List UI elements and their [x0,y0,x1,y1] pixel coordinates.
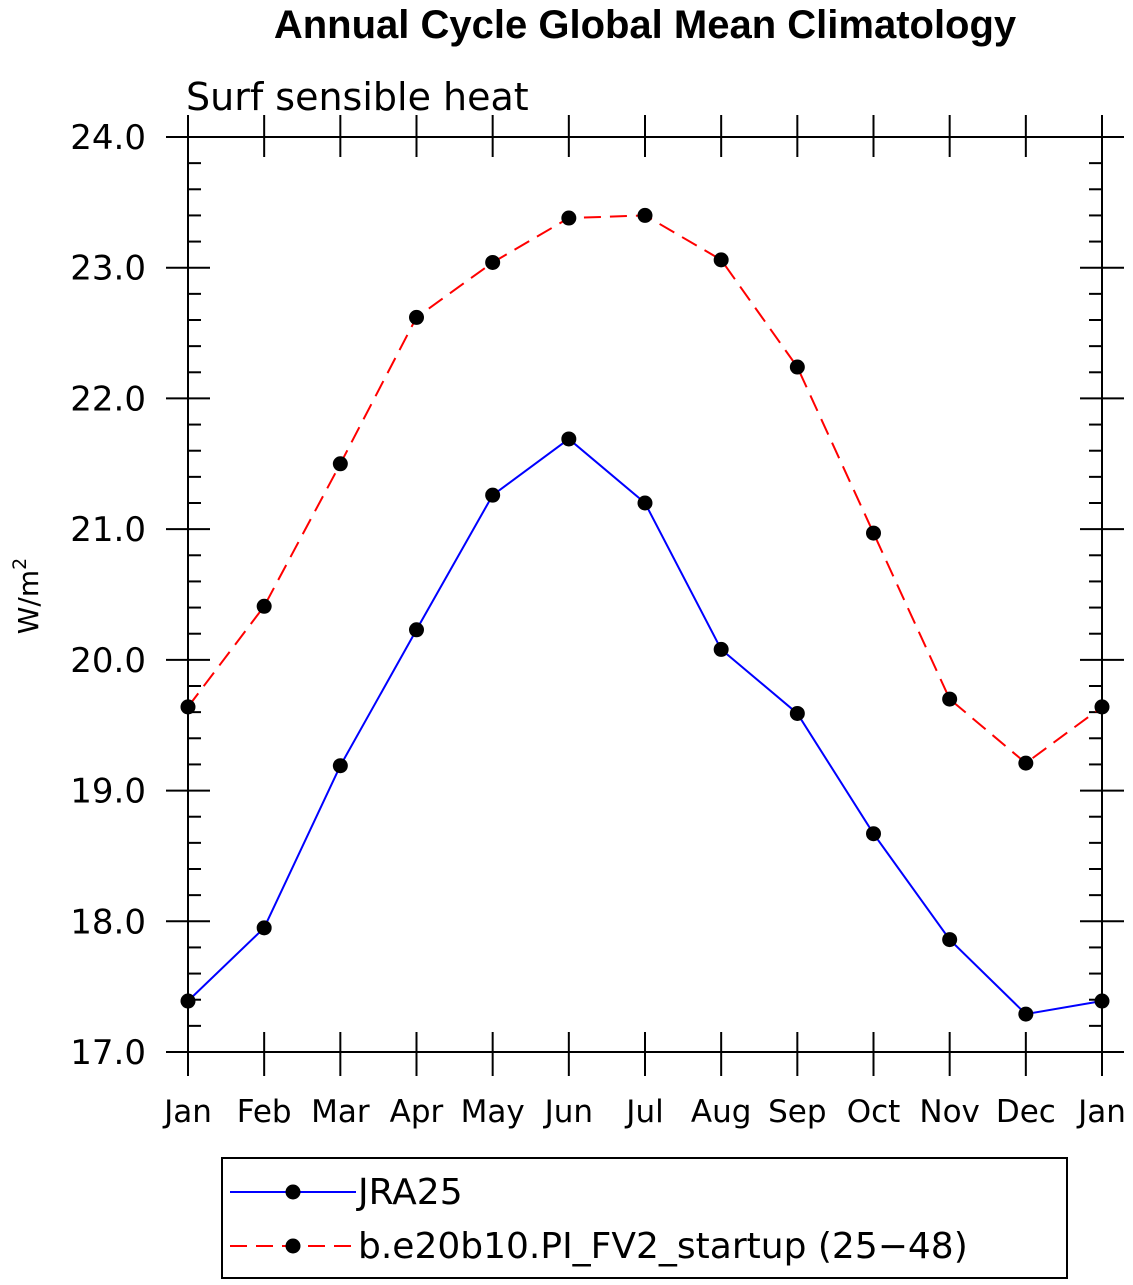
y-tick-label: 23.0 [70,249,146,289]
x-tick-label: Jul [624,1094,663,1130]
x-tick-label: May [461,1094,525,1130]
data-point-series-0 [789,705,805,721]
series-line-0 [187,437,1103,1016]
data-point-series-1 [789,359,805,375]
plot-frame [187,136,1103,1053]
x-tick-label: Jun [543,1094,593,1130]
y-tick-label: 20.0 [70,641,146,681]
data-point-series-0 [561,431,577,447]
data-point-series-0 [256,920,272,936]
legend-box [221,1157,1068,1279]
y-axis-label: W/m2 [9,558,45,635]
y-tick-label: 24.0 [70,118,146,158]
data-point-series-0 [1018,1006,1034,1022]
x-tick-label: Oct [847,1094,901,1130]
legend: JRA25 b.e20b10.PI_FV2_startup (25−48) [221,1157,1068,1279]
data-point-series-1 [1018,755,1034,771]
chart-subtitle: Surf sensible heat [186,75,529,119]
data-point-series-0 [485,487,501,503]
data-point-series-1 [637,207,653,223]
series-line-1 [187,214,1103,765]
data-point-series-0 [332,758,348,774]
x-tick-label: Aug [691,1094,752,1130]
y-tick-label: 18.0 [70,902,146,942]
data-point-series-1 [713,252,729,268]
data-point-series-0 [866,826,881,842]
y-tick-label: 21.0 [70,510,146,550]
data-point-series-1 [866,525,881,541]
legend-marker-0 [285,1184,301,1200]
legend-label-0: JRA25 [356,1172,463,1213]
data-point-series-1 [485,254,501,270]
x-tick-label: Nov [919,1094,980,1130]
x-tick-label: Apr [390,1094,444,1130]
data-point-series-1 [332,456,348,472]
data-point-series-1 [561,210,577,226]
x-tick-label: Mar [311,1094,370,1130]
legend-marker-1 [285,1238,301,1254]
y-tick-label: 19.0 [70,772,146,812]
data-point-series-1 [942,691,958,707]
data-point-series-0 [637,495,653,511]
y-tick-label: 17.0 [70,1033,146,1073]
data-point-series-0 [713,641,729,657]
x-tick-label: Jan [162,1094,212,1130]
x-tick-label: Jan [1076,1094,1126,1130]
chart-title: Annual Cycle Global Mean Climatology [274,3,1017,47]
data-point-series-0 [942,932,958,948]
data-point-series-1 [409,309,424,325]
x-tick-label: Dec [996,1094,1056,1130]
legend-label-1: b.e20b10.PI_FV2_startup (25−48) [358,1226,968,1267]
y-axis-label-superscript: 2 [9,558,31,570]
y-axis-label-base: W/m [12,570,45,634]
x-tick-label: Feb [237,1094,292,1130]
data-point-series-0 [409,622,424,638]
y-tick-label: 22.0 [70,379,146,419]
x-tick-label: Sep [768,1094,826,1130]
data-point-series-1 [256,598,272,614]
